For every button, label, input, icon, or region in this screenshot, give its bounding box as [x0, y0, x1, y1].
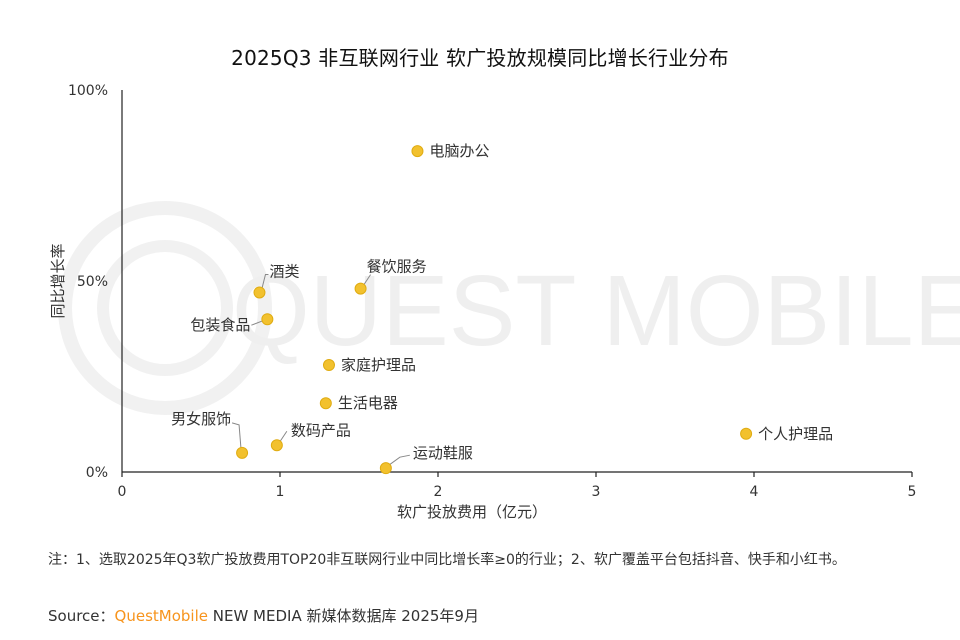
data-point-label: 电脑办公: [429, 142, 489, 160]
label-leader-line: [260, 273, 269, 291]
data-point-label: 个人护理品: [758, 425, 833, 443]
data-point: [411, 145, 424, 158]
chart-title: 2025Q3 非互联网行业 软广投放规模同比增长行业分布: [231, 46, 729, 70]
watermark-logo: QUEST MOBILE: [58, 201, 960, 415]
y-tick-label: 100%: [68, 83, 108, 99]
label-leader-line: [388, 454, 410, 466]
x-tick-label: 3: [592, 484, 601, 500]
watermark-ring-inner: [97, 240, 233, 376]
data-point: [379, 462, 392, 475]
data-point: [319, 397, 332, 410]
data-point-label: 家庭护理品: [341, 356, 416, 374]
source-rest: NEW MEDIA 新媒体数据库 2025年9月: [207, 607, 479, 625]
x-tick-label: 4: [750, 484, 759, 500]
x-tick-label: 0: [118, 484, 127, 500]
data-point-label: 生活电器: [338, 394, 398, 412]
y-tick-label: 50%: [77, 274, 108, 290]
data-point: [740, 427, 753, 440]
x-axis-title: 软广投放费用（亿元）: [397, 503, 547, 521]
data-point-label: 包装食品: [190, 316, 250, 334]
data-point: [236, 446, 249, 459]
source-brand: QuestMobile: [114, 607, 208, 625]
y-tick-label: 0%: [86, 465, 108, 481]
watermark-text: QUEST MOBILE: [232, 255, 960, 367]
data-point-label: 运动鞋服: [413, 444, 473, 462]
label-leader-line: [231, 422, 242, 450]
data-point: [354, 282, 367, 295]
chart-note: 注：1、选取2025年Q3软广投放费用TOP20非互联网行业中同比增长率≥0的行…: [48, 552, 846, 568]
source-line: Source：QuestMobile NEW MEDIA 新媒体数据库 2025…: [48, 605, 479, 626]
data-point: [270, 439, 283, 452]
x-tick-label: 5: [908, 484, 917, 500]
watermark-ring-outer: [58, 201, 272, 415]
x-tick-label: 2: [434, 484, 443, 500]
data-point: [322, 359, 335, 372]
data-point-label: 数码产品: [291, 421, 351, 439]
data-point-label: 酒类: [269, 262, 299, 280]
y-axis-title: 同比增长率: [49, 243, 67, 318]
data-point-label: 餐饮服务: [367, 258, 427, 276]
data-point-label: 男女服饰: [171, 410, 231, 428]
data-point: [261, 313, 274, 326]
source-prefix: Source：: [48, 607, 115, 625]
x-tick-label: 1: [276, 484, 285, 500]
data-point: [253, 286, 266, 299]
chart-axes: 0 1 2 3 4 50%50%100%软广投放费用（亿元）同比增长率: [49, 83, 916, 521]
